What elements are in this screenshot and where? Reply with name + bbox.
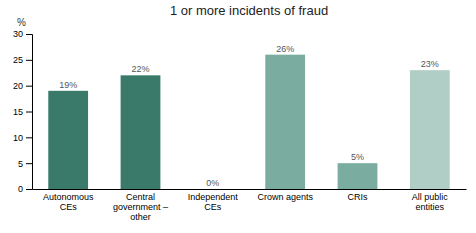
tick-mark [26, 189, 32, 190]
data-label: 23% [421, 59, 439, 69]
tick-label-line: entities [416, 202, 445, 212]
bar [48, 91, 88, 189]
tick: All publicentities [412, 192, 449, 212]
tick-label: IndependentCEs [188, 192, 239, 212]
tick-label: 0 [18, 184, 23, 194]
x-axis: AutonomousCEsCentralgovernment –otherInd… [33, 190, 467, 223]
axis-line [33, 189, 467, 190]
tick-mark [26, 163, 32, 164]
tick-label: 25 [13, 55, 23, 65]
tick: AutonomousCEs [43, 192, 94, 212]
tick-label: 5 [18, 159, 23, 169]
tick-label: Crown agents [257, 192, 313, 202]
data-label: 22% [131, 64, 149, 74]
bar [193, 189, 233, 190]
tick-label-line: CEs [204, 202, 222, 212]
bar [265, 55, 305, 189]
tick-label-line: Crown agents [257, 192, 313, 202]
tick: 20 [13, 81, 32, 91]
tick-label-line: Independent [188, 192, 239, 202]
value-labels: 19% 22% 0% 26% 5% 23% [59, 44, 439, 188]
tick-label: CRIs [348, 192, 368, 202]
tick-label-line: All public [412, 192, 449, 202]
tick-label-line: CEs [60, 202, 78, 212]
y-axis-title: % [17, 17, 26, 28]
data-label: 5% [351, 152, 364, 162]
tick: IndependentCEs [188, 192, 239, 212]
chart: 051015202530AutonomousCEsCentralgovernme… [0, 0, 476, 233]
title: 1 or more incidents of fraud [170, 3, 328, 18]
tick: CRIs [348, 192, 368, 202]
tick-label-line: Central [126, 192, 155, 202]
tick: Crown agents [257, 192, 313, 202]
tick-label: All publicentities [412, 192, 449, 212]
bars [48, 55, 449, 189]
tick: 10 [13, 133, 32, 143]
tick-label: 15 [13, 107, 23, 117]
tick-mark [26, 112, 32, 113]
tick-label-line: CRIs [348, 192, 368, 202]
tick: 30 [13, 29, 32, 39]
tick: 5 [18, 159, 32, 169]
tick-label: 30 [13, 29, 23, 39]
bar [410, 70, 450, 189]
tick-mark [26, 34, 32, 35]
bar [338, 163, 378, 189]
plot: 051015202530AutonomousCEsCentralgovernme… [13, 29, 467, 222]
tick: 0 [18, 184, 32, 194]
data-label: 26% [276, 44, 294, 54]
axis-line [26, 35, 33, 190]
tick: 25 [13, 55, 32, 65]
tick-label: Centralgovernment –other [113, 192, 168, 222]
tick-label: 20 [13, 81, 23, 91]
tick-label-line: other [130, 212, 151, 222]
tick-mark [26, 86, 32, 87]
tick-label: 10 [13, 133, 23, 143]
data-label: 19% [59, 80, 77, 90]
tick-label-line: government – [113, 202, 168, 212]
tick: Centralgovernment –other [113, 192, 168, 222]
data-label: 0% [206, 178, 219, 188]
tick: 15 [13, 107, 32, 117]
tick-label-line: Autonomous [43, 192, 94, 202]
tick-mark [26, 60, 32, 61]
y-axis: 0 5 10 15 20 25 30 [13, 29, 33, 194]
tick-mark [26, 137, 32, 138]
bar [121, 75, 161, 189]
tick-label: AutonomousCEs [43, 192, 94, 212]
